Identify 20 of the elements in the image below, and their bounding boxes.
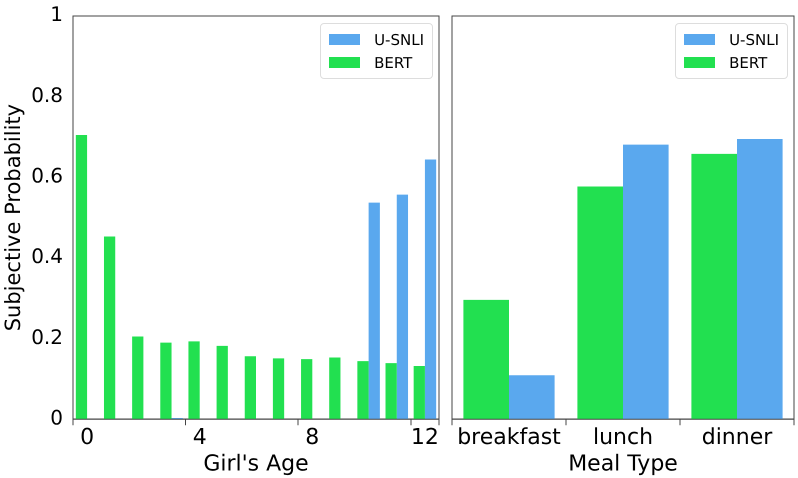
legend-label: BERT [374, 54, 412, 72]
y-tick-label: 0.6 [31, 163, 64, 188]
y-tick-label: 0 [50, 405, 64, 430]
legend-label: BERT [729, 54, 768, 72]
x-tick-label: 8 [305, 425, 320, 450]
x-axis-title: Meal Type [568, 452, 678, 477]
x-axis-title: Girl's Age [203, 452, 309, 477]
x-tick-label: 12 [410, 425, 439, 450]
x-tick-label: 4 [192, 425, 207, 450]
x-tick-label: 0 [80, 425, 94, 450]
x-tick-label: dinner [702, 425, 774, 450]
legend-label: U-SNLI [374, 30, 424, 48]
y-tick-label: 0.4 [31, 244, 64, 268]
x-tick-label: lunch [592, 425, 654, 450]
x-tick-label: breakfast [457, 425, 562, 450]
legend-label: U-SNLI [729, 30, 779, 48]
y-axis-title: Subjective Probability [1, 104, 26, 332]
y-tick-label: 0.2 [31, 324, 64, 349]
y-tick-label: 0.8 [31, 82, 64, 107]
y-tick-label: 1 [50, 2, 64, 26]
